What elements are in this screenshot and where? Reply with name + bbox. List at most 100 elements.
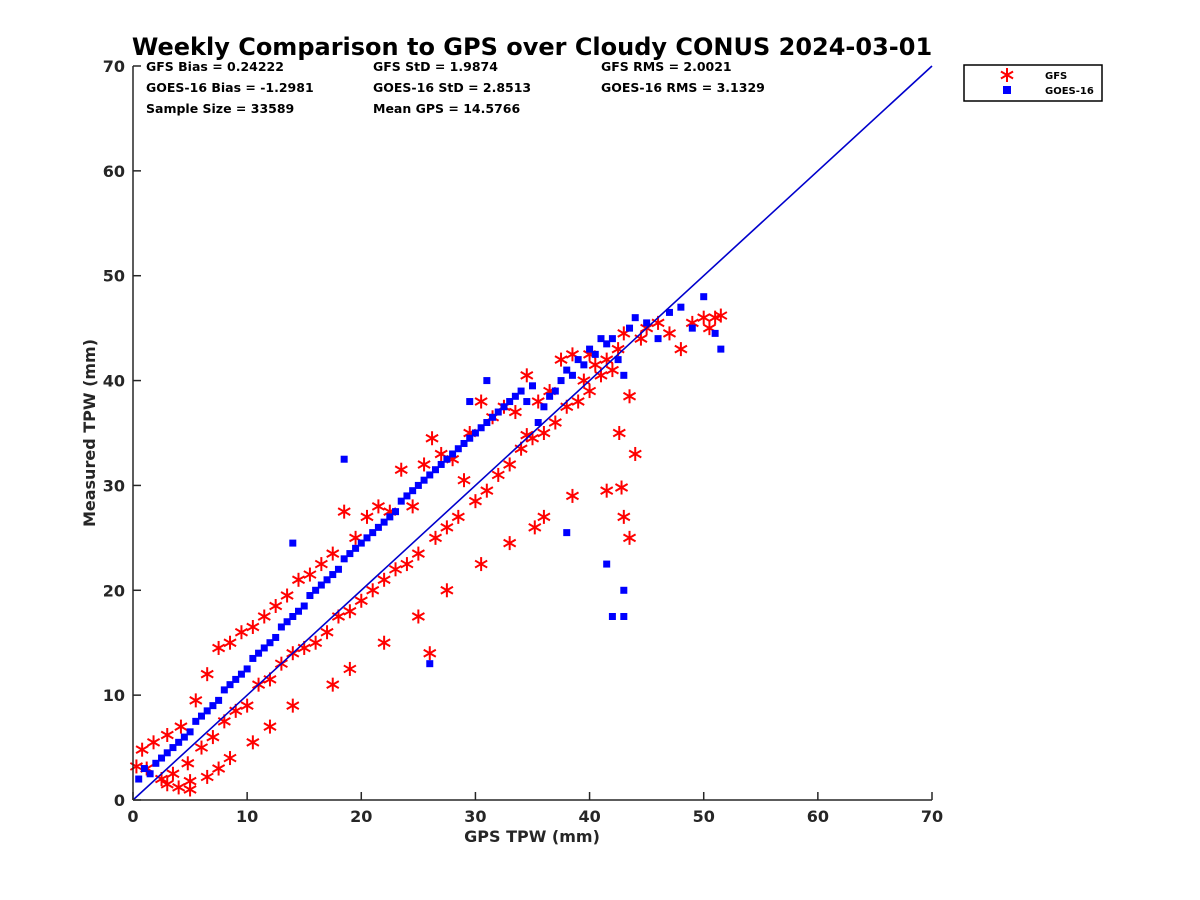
gfs-point — [440, 583, 454, 598]
goes16-point — [489, 413, 497, 421]
gfs-point — [674, 342, 688, 357]
goes16-point — [523, 398, 531, 406]
goes16-point — [180, 733, 188, 741]
gfs-point — [194, 740, 209, 755]
goes16-point — [277, 623, 285, 631]
gfs-point — [400, 557, 414, 572]
one-to-one-line — [132, 65, 933, 801]
gfs-point — [520, 428, 534, 443]
gfs-point — [212, 761, 226, 776]
goes16-point — [317, 581, 325, 589]
gfs-point — [508, 405, 522, 420]
gfs-point — [614, 480, 629, 495]
gfs-point — [537, 426, 551, 440]
goes16-point — [334, 565, 342, 573]
goes16-point — [243, 665, 251, 673]
goes16-point — [466, 434, 474, 442]
gfs-point — [406, 499, 420, 514]
plot-area — [129, 65, 933, 801]
goes16-point — [306, 592, 314, 600]
x-tick-label: 30 — [464, 807, 486, 826]
goes16-point — [226, 681, 234, 689]
gfs-point — [662, 326, 677, 341]
legend: GFS GOES-16 — [963, 64, 1103, 102]
gfs-point — [565, 488, 580, 503]
gfs-point — [337, 504, 351, 519]
gfs-point — [269, 599, 283, 614]
gfs-point — [183, 774, 197, 789]
y-tick-label: 70 — [103, 57, 125, 76]
goes16-point — [380, 518, 388, 526]
y-tick-label: 10 — [103, 686, 125, 705]
stat-gfs-bias: GFS Bias = 0.24222 — [146, 59, 284, 74]
gfs-point — [280, 588, 294, 603]
gfs-point — [160, 777, 174, 792]
goes16-point — [494, 408, 502, 416]
gfs-point — [234, 625, 248, 640]
goes16-point — [357, 539, 365, 547]
gfs-point — [206, 730, 220, 745]
gfs-point — [360, 509, 374, 524]
goes16-point — [340, 555, 348, 563]
gfs-point — [622, 530, 637, 545]
gfs-point — [172, 780, 186, 795]
gfs-point — [246, 619, 260, 634]
x-tick-label: 20 — [350, 807, 372, 826]
goes16-point — [591, 350, 599, 358]
goes16-point — [454, 445, 462, 453]
gfs-point — [223, 751, 237, 766]
goes16-point — [346, 550, 354, 558]
goes16-point — [654, 335, 662, 343]
goes16-point — [135, 775, 143, 783]
goes16-point — [483, 419, 491, 427]
goes16-point — [563, 529, 571, 537]
goes16-point — [237, 670, 245, 678]
goes16-point — [608, 613, 616, 620]
goes16-point — [620, 613, 628, 620]
y-axis-label: Measured TPW (mm) — [80, 339, 99, 527]
gfs-point — [343, 661, 357, 676]
goes16-point — [700, 293, 708, 301]
gfs-point — [200, 769, 214, 784]
goes16-point — [163, 749, 171, 757]
gfs-point — [377, 635, 391, 650]
gfs-point — [423, 646, 437, 661]
gfs-point — [480, 483, 494, 498]
gfs-point — [537, 509, 551, 524]
goes16-point — [392, 508, 400, 516]
goes16-point — [483, 377, 491, 385]
gfs-point — [174, 719, 188, 734]
gfs-point — [291, 572, 306, 587]
goes16-point — [289, 539, 297, 547]
gfs-point — [326, 677, 340, 692]
gfs-point — [600, 483, 614, 498]
legend-goes16-square — [1003, 86, 1011, 94]
goes16-point — [626, 324, 634, 332]
x-tick-label: 40 — [578, 807, 600, 826]
goes16-point — [323, 576, 331, 584]
gfs-point — [697, 310, 711, 325]
goes16-point — [431, 466, 439, 474]
stat-goes-bias: GOES-16 Bias = -1.2981 — [146, 80, 314, 95]
goes16-point — [711, 329, 719, 337]
gfs-point — [314, 557, 328, 572]
goes16-point — [397, 497, 405, 505]
legend-box — [963, 64, 1103, 102]
gfs-point — [160, 727, 174, 742]
goes16-point — [403, 492, 411, 500]
x-tick-label: 50 — [693, 807, 715, 826]
goes16-point — [597, 335, 605, 343]
legend-marker-goes16 — [1003, 86, 1011, 94]
goes16-point — [249, 654, 257, 662]
goes16-point — [426, 660, 434, 668]
goes16-point — [175, 738, 183, 746]
y-tick-label: 60 — [103, 162, 125, 181]
goes16-point — [460, 439, 468, 447]
gfs-point — [628, 446, 642, 461]
goes16-point — [266, 639, 274, 647]
stat-goes-std: GOES-16 StD = 2.8513 — [373, 80, 531, 95]
goes16-point — [580, 361, 588, 369]
goes16-point — [551, 387, 559, 395]
gfs-point — [371, 499, 385, 514]
